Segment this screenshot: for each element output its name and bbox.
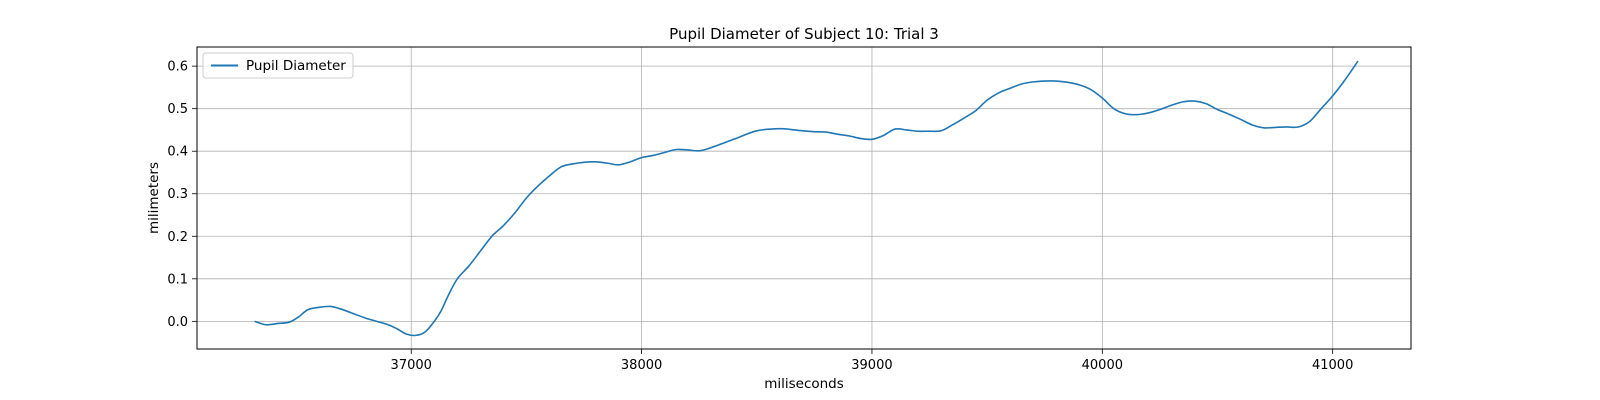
- y-tick-label: 0.5: [167, 102, 188, 117]
- chart-title: Pupil Diameter of Subject 10: Trial 3: [669, 25, 939, 43]
- y-tick-label: 0.0: [167, 315, 188, 330]
- x-tick-label: 37000: [391, 358, 432, 373]
- plot-area-frame: [196, 46, 1412, 350]
- series-layer: [254, 60, 1359, 337]
- y-tick-label: 0.6: [167, 60, 188, 75]
- x-tick-label: 39000: [851, 358, 892, 373]
- legend-entry-label: Pupil Diameter: [246, 58, 346, 74]
- series-line-pupil-diameter: [254, 60, 1359, 337]
- x-axis-label: miliseconds: [764, 376, 844, 392]
- y-tick-label: 0.4: [167, 145, 188, 160]
- x-tick-label: 41000: [1312, 358, 1353, 373]
- y-axis-ticks: 0.0 0.1 0.2 0.3 0.4 0.5 0.6: [167, 60, 197, 330]
- x-axis-ticks: 37000 38000 39000 40000 41000: [391, 349, 1353, 373]
- y-tick-label: 0.3: [167, 187, 188, 202]
- x-tick-label: 38000: [621, 358, 662, 373]
- y-tick-label: 0.2: [167, 230, 188, 245]
- legend-box: [202, 52, 354, 79]
- y-axis-label: milimeters: [146, 162, 162, 234]
- y-tick-label: 0.1: [167, 272, 188, 287]
- legend: Pupil Diameter: [202, 52, 354, 79]
- x-tick-label: 40000: [1082, 358, 1123, 373]
- grid-lines: [197, 47, 1411, 349]
